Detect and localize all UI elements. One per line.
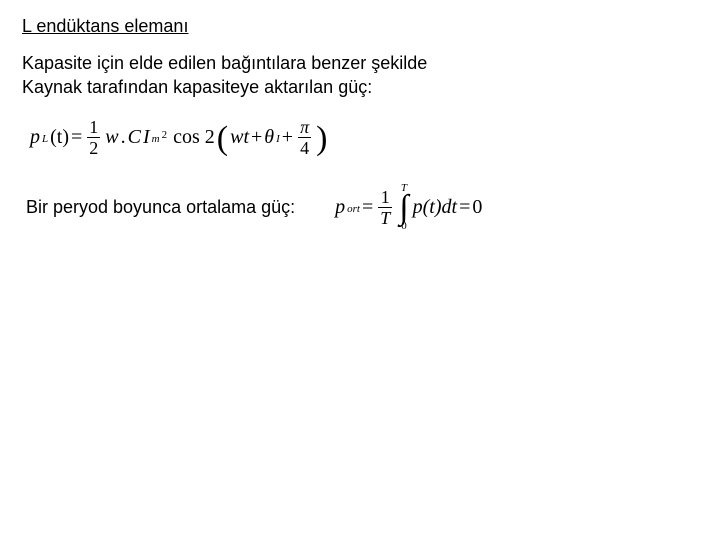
sym-C: C	[128, 126, 141, 149]
intro-paragraph: Kapasite için elde edilen bağıntılara be…	[22, 51, 698, 100]
sym-p: p	[30, 126, 40, 149]
sym-plus1: +	[251, 126, 262, 149]
section-title: L endüktans elemanı	[22, 16, 698, 37]
sym-I-sup: 2	[162, 129, 168, 141]
avg-power-label: Bir peryod boyunca ortalama güç:	[26, 197, 295, 218]
sym2-eq1: =	[362, 196, 373, 219]
avg-power-row: Bir peryod boyunca ortalama güç: port = …	[26, 183, 698, 232]
sym-w: w	[105, 126, 118, 149]
frac-half-den: 2	[87, 137, 100, 157]
sym-theta: θ	[264, 126, 274, 149]
sym-dot: .	[121, 126, 126, 149]
frac-1T: 1 T	[378, 188, 392, 227]
frac-1T-num: 1	[379, 188, 392, 207]
integral: T ∫ 0	[399, 183, 408, 232]
page: L endüktans elemanı Kapasite için elde e…	[0, 0, 720, 248]
sym2-eq2: =	[459, 196, 470, 219]
sym-eq: =	[71, 126, 82, 149]
frac-pi-den: 4	[298, 137, 311, 157]
sym-p-sub: L	[42, 133, 48, 145]
frac-pi4: π 4	[298, 118, 311, 157]
math-expression-2: port = 1 T T ∫ 0 p(t)dt = 0	[335, 183, 482, 232]
sym-I: I	[143, 126, 150, 149]
math-expression-1: pL (t) = 1 2 w.CIm2 cos 2 ( wt + θI + π …	[30, 118, 327, 157]
sym-lparen: (	[217, 129, 228, 149]
sym2-p: p	[335, 196, 345, 219]
sym-cos2: cos 2	[173, 126, 215, 149]
sym-rparen: )	[316, 129, 327, 149]
formula-instantaneous-power: pL (t) = 1 2 w.CIm2 cos 2 ( wt + θI + π …	[30, 118, 698, 157]
frac-pi-num: π	[298, 118, 311, 137]
sym-theta-sub: I	[276, 133, 280, 145]
sym-I-sub: m	[152, 133, 160, 145]
sym2-ptdt: p(t)dt	[413, 196, 457, 219]
para-line-1: Kapasite için elde edilen bağıntılara be…	[22, 53, 427, 73]
sym-arg: (t)	[50, 126, 69, 149]
sym-plus2: +	[282, 126, 293, 149]
int-lower: 0	[401, 221, 407, 232]
sym-wt: wt	[230, 126, 249, 149]
frac-half: 1 2	[87, 118, 100, 157]
sym2-p-sub: ort	[347, 203, 360, 215]
sym2-zero: 0	[472, 196, 482, 219]
int-symbol: ∫	[399, 194, 408, 221]
frac-half-num: 1	[87, 118, 100, 137]
frac-1T-den: T	[378, 207, 392, 227]
para-line-2: Kaynak tarafından kapasiteye aktarılan g…	[22, 77, 372, 97]
